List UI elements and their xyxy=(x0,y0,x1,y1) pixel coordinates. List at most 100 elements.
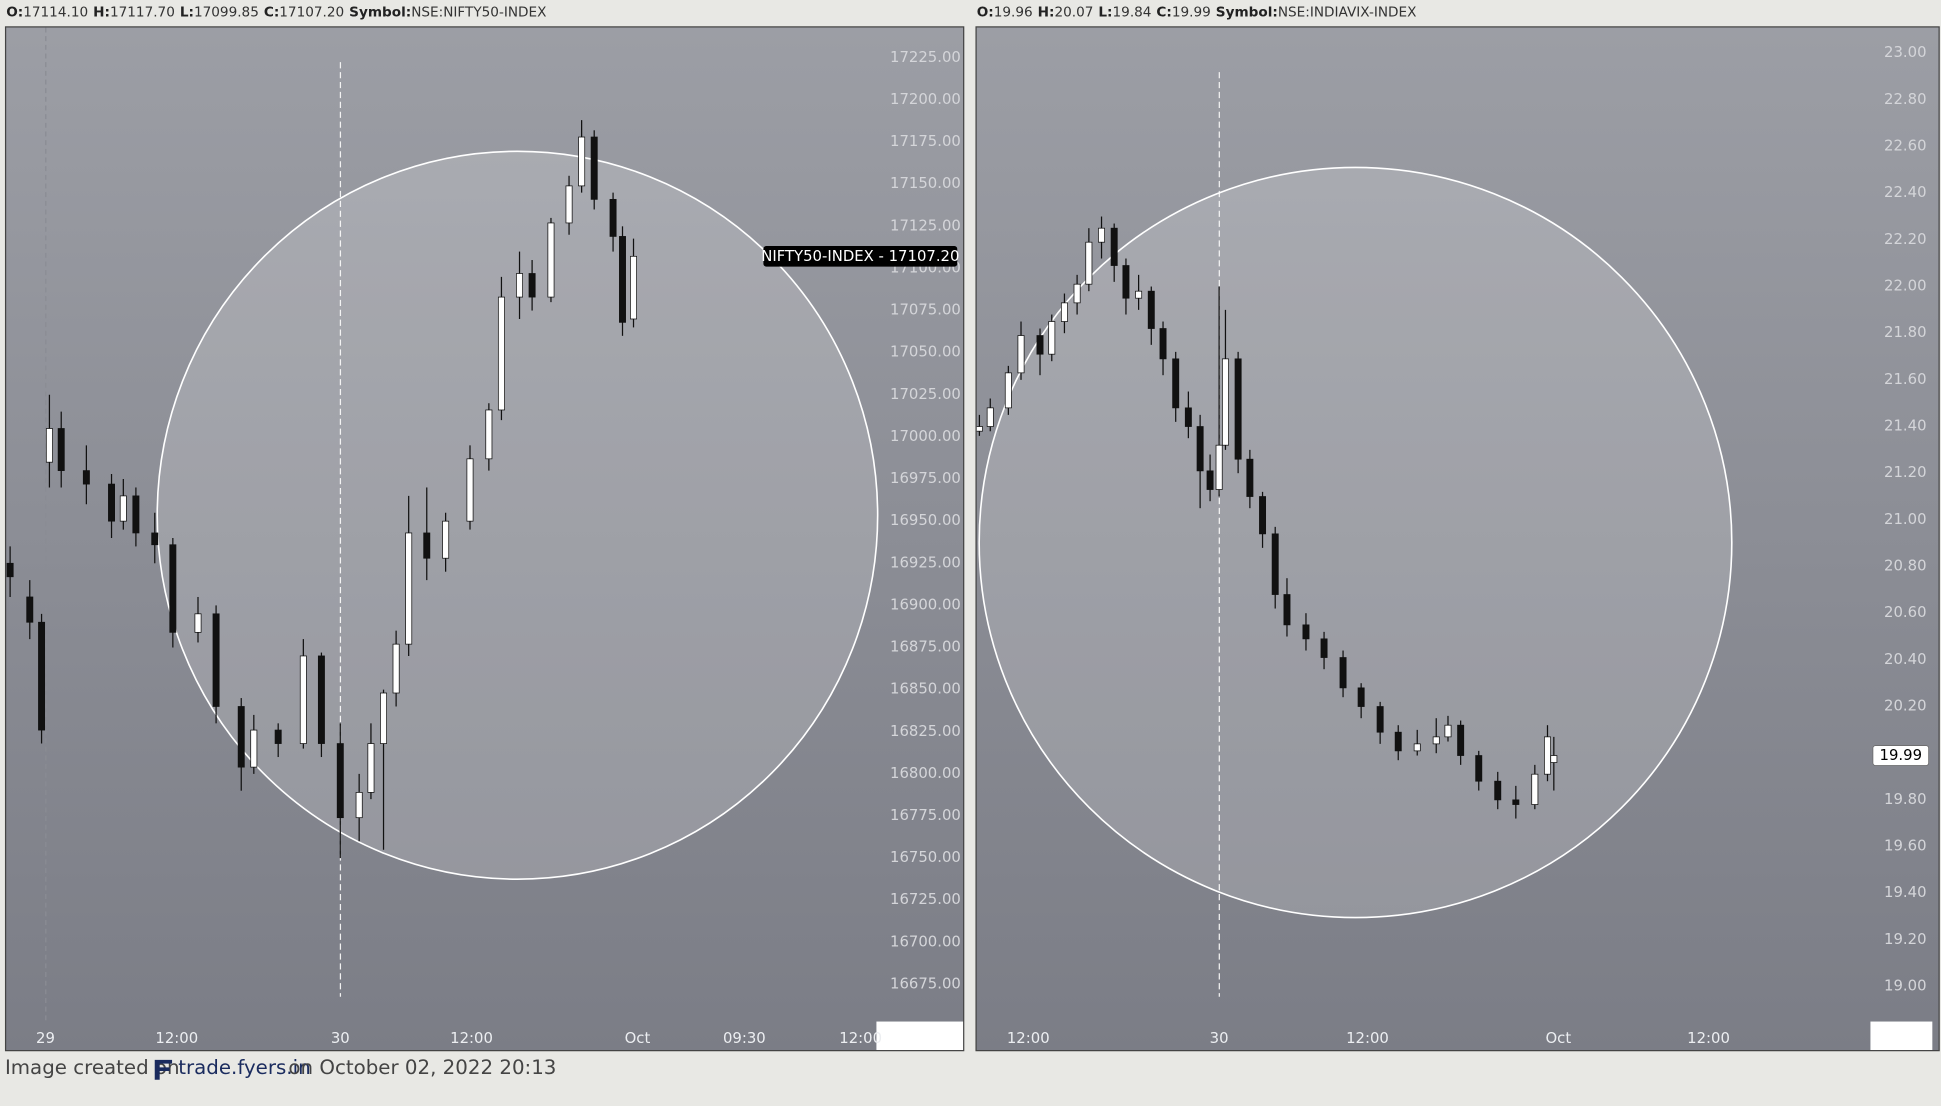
candle-body xyxy=(1357,687,1365,707)
candle-body xyxy=(578,136,586,187)
candle-body xyxy=(1544,736,1551,775)
candle-body xyxy=(1531,773,1539,805)
candle-body xyxy=(1339,657,1347,689)
y-tick-label: 22.20 xyxy=(1884,230,1927,248)
candle-body xyxy=(423,532,431,559)
candle-body xyxy=(497,296,505,411)
candle-body xyxy=(1376,706,1384,733)
y-tick-label: 21.40 xyxy=(1884,417,1927,435)
y-tick-label: 17175.00 xyxy=(890,132,961,150)
legend-value: 17117.70 xyxy=(110,5,175,21)
candle-body xyxy=(405,532,413,645)
legend-key: H: xyxy=(1038,5,1055,21)
legend-value: NSE:INDIAVIX-INDEX xyxy=(1278,5,1417,21)
candle-body xyxy=(1215,444,1223,490)
candle-body xyxy=(1457,724,1465,756)
candle-body xyxy=(169,544,177,633)
candle-body xyxy=(336,743,344,819)
legend-value: 17114.10 xyxy=(23,5,88,21)
legend-key: L: xyxy=(180,5,194,21)
candle-body xyxy=(1060,302,1068,322)
x-tick-label: Oct xyxy=(625,1029,651,1047)
y-tick-label: 16700.00 xyxy=(890,932,961,950)
candle-body xyxy=(1085,241,1093,285)
legend-key: Symbol: xyxy=(349,5,411,21)
chart-panel xyxy=(975,26,1940,1052)
candle-body xyxy=(26,596,34,623)
y-tick-label: 16800.00 xyxy=(890,764,961,782)
y-tick-label: 22.80 xyxy=(1884,90,1927,108)
legend-value: 19.96 xyxy=(994,5,1033,21)
candle-body xyxy=(151,532,159,546)
chart-panel xyxy=(4,26,965,1052)
y-tick-label: 22.00 xyxy=(1884,277,1927,295)
candles xyxy=(976,216,1558,819)
candle-body xyxy=(609,198,617,237)
x-tick-label: 12:00 xyxy=(155,1029,198,1047)
legend-header: O:17114.10 H:17117.70 L:17099.85 C:17107.20… xyxy=(6,5,546,21)
y-tick-label: 19.20 xyxy=(1884,930,1927,948)
candle-body xyxy=(1512,799,1520,805)
y-tick-label: 17000.00 xyxy=(890,427,961,445)
legend-value: NSE:NIFTY50-INDEX xyxy=(411,5,546,21)
candle-body xyxy=(119,495,127,522)
candle-body xyxy=(1320,638,1328,658)
y-tick-label: 16900.00 xyxy=(890,595,961,613)
candle-body xyxy=(1432,736,1440,745)
y-tick-label: 16850.00 xyxy=(890,680,961,698)
candle-body xyxy=(250,729,258,768)
y-tick-label: 21.00 xyxy=(1884,510,1927,528)
y-tick-label: 20.40 xyxy=(1884,650,1927,668)
legend-header: O:19.96 H:20.07 L:19.84 C:19.99 Symbol:NSE:I… xyxy=(977,5,1417,21)
candle-body xyxy=(630,255,637,320)
y-tick-label: 17025.00 xyxy=(890,385,961,403)
y-tick-label: 16675.00 xyxy=(890,974,961,992)
candle-body xyxy=(1246,458,1254,497)
y-tick-label: 16875.00 xyxy=(890,638,961,656)
candle-body xyxy=(1234,358,1242,460)
candle-body xyxy=(1004,372,1012,409)
y-tick-label: 23.00 xyxy=(1884,43,1927,61)
legend-key: H: xyxy=(93,5,110,21)
legend-value: 19.84 xyxy=(1113,5,1152,21)
candle-body xyxy=(1036,335,1044,355)
y-tick-label: 19.60 xyxy=(1884,837,1927,855)
candle-body xyxy=(1017,335,1025,374)
candle-body xyxy=(38,621,46,731)
candle-body xyxy=(1098,227,1105,243)
legend-value: 17107.20 xyxy=(279,5,344,21)
legend-key: O: xyxy=(977,5,994,21)
candle-body xyxy=(1271,533,1279,595)
candle-body xyxy=(986,407,994,427)
candle-body xyxy=(1283,594,1291,626)
y-tick-label: 17150.00 xyxy=(890,174,961,192)
y-tick-label: 16825.00 xyxy=(890,722,961,740)
candle-body xyxy=(976,426,983,432)
y-tick-label: 21.80 xyxy=(1884,323,1927,341)
y-tick-label: 16750.00 xyxy=(890,848,961,866)
footer-suffix: on October 02, 2022 20:13 xyxy=(288,1056,556,1079)
last-price-tag xyxy=(1872,745,1929,766)
candle-body xyxy=(1394,731,1402,752)
candle-body xyxy=(317,655,325,744)
circle-drawing xyxy=(156,150,879,880)
y-tick-label: 17200.00 xyxy=(890,90,961,108)
candle-body xyxy=(57,428,65,471)
circle-drawing xyxy=(978,166,1733,919)
candle-body xyxy=(1135,290,1143,299)
y-tick-label: 16725.00 xyxy=(890,890,961,908)
x-tick-label: 12:00 xyxy=(1346,1029,1389,1047)
legend-value: 19.99 xyxy=(1172,5,1211,21)
footer-site: trade.fyers.in xyxy=(178,1056,310,1079)
y-tick-label: 19.40 xyxy=(1884,883,1927,901)
candle-body xyxy=(108,483,115,522)
candle-body xyxy=(355,792,363,819)
x-tick-label: 29 xyxy=(36,1029,55,1047)
y-tick-label: 16950.00 xyxy=(890,511,961,529)
candle-body xyxy=(466,458,474,522)
x-tick-label: 30 xyxy=(331,1029,350,1047)
candle-body xyxy=(1475,755,1483,782)
axis-corner xyxy=(1870,1021,1933,1051)
